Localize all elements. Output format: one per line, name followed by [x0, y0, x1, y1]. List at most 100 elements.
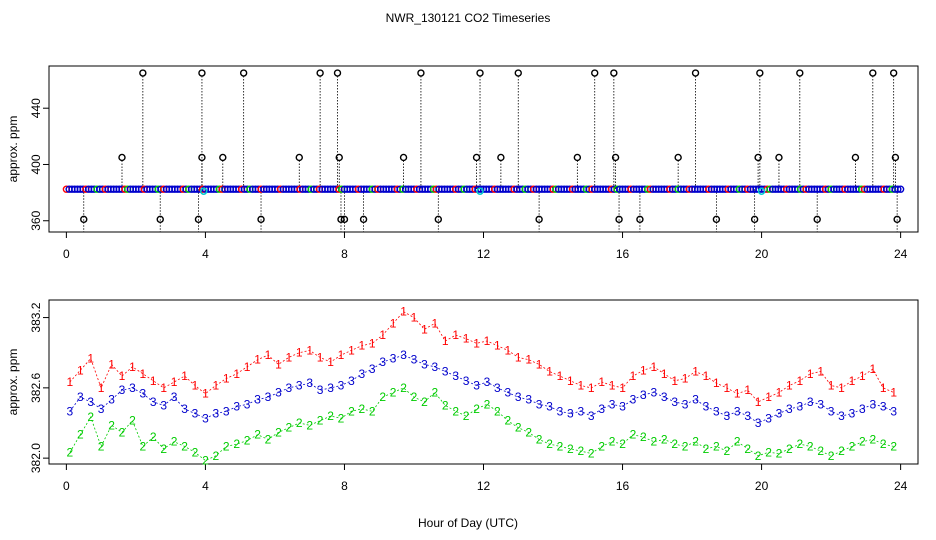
outlier-point — [316, 69, 324, 77]
data-point-marker: 1 — [786, 379, 793, 393]
outlier-point — [893, 215, 901, 224]
outlier-point — [219, 153, 227, 162]
data-point-marker: 2 — [671, 437, 678, 451]
series-line — [69, 387, 894, 461]
data-point-marker: 1 — [807, 367, 814, 381]
data-point-marker: 2 — [233, 437, 240, 451]
data-point-marker: 1 — [567, 374, 574, 388]
data-point-marker: 3 — [692, 393, 699, 407]
data-point-marker: 3 — [463, 374, 470, 388]
data-point-marker: 1 — [598, 375, 605, 389]
data-point-marker: 1 — [713, 376, 720, 390]
data-point-marker: 2 — [296, 416, 303, 430]
data-point-marker: 3 — [734, 404, 741, 418]
outlier-point — [535, 215, 543, 224]
outlier-point — [756, 69, 764, 77]
data-point-marker: 2 — [192, 445, 199, 459]
y-tick-label: 360 — [29, 210, 43, 230]
data-point-marker: 1 — [400, 305, 407, 319]
x-tick-label: 16 — [616, 247, 630, 261]
x-tick-label: 4 — [202, 247, 209, 261]
data-point-marker: 1 — [223, 371, 230, 385]
outlier-point — [889, 69, 898, 77]
data-point-marker: 2 — [536, 432, 543, 446]
data-point-marker: 2 — [713, 439, 720, 453]
data-point-marker: 2 — [776, 446, 783, 460]
data-point-marker: 2 — [796, 437, 803, 451]
data-point-marker: 3 — [358, 367, 365, 381]
outlier-point — [514, 69, 522, 77]
data-point-marker: 1 — [692, 364, 699, 378]
outlier-point — [337, 215, 345, 224]
data-point-marker: 1 — [494, 339, 501, 353]
data-point-marker: 1 — [734, 387, 741, 401]
x-tick-label: 4 — [202, 479, 209, 493]
data-point-marker: 3 — [192, 407, 199, 421]
data-point-marker: 1 — [265, 348, 272, 362]
outlier-point — [257, 215, 265, 224]
data-point-marker: 3 — [650, 386, 657, 400]
data-point-marker: 1 — [254, 353, 261, 367]
data-point-marker: 3 — [265, 390, 272, 404]
x-tick-label: 20 — [755, 247, 769, 261]
data-point-marker: 1 — [661, 367, 668, 381]
data-point-marker: 2 — [452, 404, 459, 418]
data-point-marker: 2 — [838, 444, 845, 458]
baseline-point — [896, 185, 905, 193]
outlier-point — [775, 153, 783, 162]
data-point-marker: 3 — [619, 400, 626, 414]
data-point-marker: 3 — [713, 404, 720, 418]
outlier-point — [813, 215, 821, 224]
data-point-marker: 2 — [411, 390, 418, 404]
data-point-marker: 1 — [869, 362, 876, 376]
data-point-marker: 2 — [463, 409, 470, 423]
outlier-point — [335, 153, 343, 162]
data-point-marker: 3 — [807, 395, 814, 409]
data-point-marker: 3 — [786, 402, 793, 416]
data-point-marker: 3 — [286, 381, 293, 395]
data-point-marker: 1 — [421, 322, 428, 336]
data-point-marker: 3 — [411, 353, 418, 367]
data-point-marker: 2 — [494, 404, 501, 418]
x-tick-label: 12 — [477, 247, 491, 261]
data-point-marker: 2 — [150, 430, 157, 444]
outlier-point — [591, 69, 599, 77]
data-point-marker: 2 — [213, 449, 220, 463]
data-point-marker: 1 — [796, 374, 803, 388]
outlier-point — [198, 153, 206, 162]
data-point-marker: 1 — [577, 379, 584, 393]
x-tick-label: 16 — [616, 479, 630, 493]
outlier-point — [472, 153, 481, 162]
outlier-point — [359, 215, 368, 224]
data-point-marker: 1 — [150, 374, 157, 388]
data-point-marker: 1 — [338, 348, 345, 362]
data-point-marker: 2 — [577, 444, 584, 458]
data-point-marker: 2 — [515, 421, 522, 435]
data-point-marker: 3 — [630, 393, 637, 407]
data-point-marker: 1 — [609, 379, 616, 393]
data-point-marker: 2 — [504, 414, 511, 428]
data-point-marker: 2 — [880, 437, 887, 451]
data-point-marker: 1 — [192, 379, 199, 393]
data-point-marker: 2 — [828, 449, 835, 463]
data-point-marker: 3 — [202, 411, 209, 425]
x-tick-label: 8 — [341, 247, 348, 261]
y-tick-label: 400 — [29, 154, 43, 174]
data-point-marker: 1 — [536, 357, 543, 371]
data-point-marker: 2 — [525, 425, 532, 439]
data-point-marker: 2 — [650, 435, 657, 449]
x-axis-label: Hour of Day (UTC) — [418, 516, 518, 530]
data-point-marker: 2 — [67, 445, 74, 459]
data-point-marker: 2 — [734, 435, 741, 449]
data-point-marker: 2 — [379, 390, 386, 404]
data-point-marker: 1 — [244, 360, 251, 374]
x-tick-label: 0 — [63, 479, 70, 493]
data-point-marker: 2 — [473, 402, 480, 416]
data-point-marker: 3 — [306, 376, 313, 390]
outlier-point — [476, 69, 484, 77]
x-tick-label: 8 — [341, 479, 348, 493]
data-point-marker: 3 — [317, 383, 324, 397]
data-point-marker: 3 — [421, 357, 428, 371]
outlier-point — [198, 69, 206, 77]
